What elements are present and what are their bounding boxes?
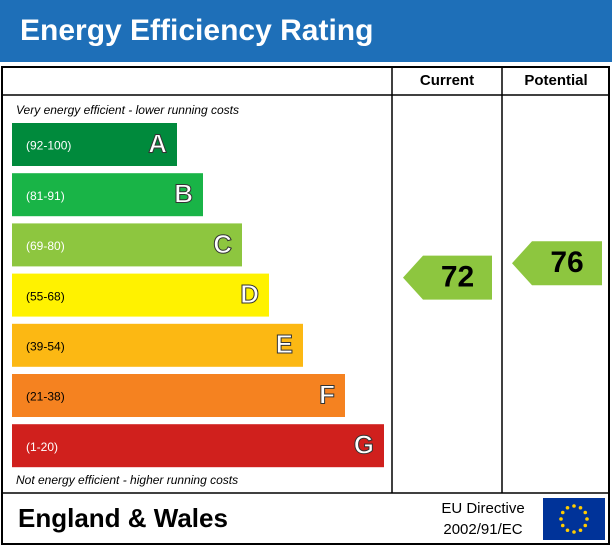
band	[12, 374, 345, 417]
band-letter: A	[148, 128, 167, 158]
band-range: (81-91)	[26, 189, 65, 203]
column-header: Current	[420, 72, 474, 89]
note: Very energy efficient - lower running co…	[16, 103, 239, 117]
band-letter: C	[213, 229, 232, 259]
directive: 2002/91/EC	[443, 521, 522, 538]
note: Not energy efficient - higher running co…	[16, 473, 238, 487]
band-letter: B	[174, 179, 193, 209]
band	[12, 173, 203, 217]
band-range: (92-100)	[26, 139, 71, 153]
star	[583, 510, 588, 515]
title: Energy Efficiency Rating	[20, 14, 373, 47]
star	[583, 523, 588, 528]
frame	[1, 66, 610, 545]
header-bar	[0, 0, 612, 62]
band-range: (21-38)	[26, 390, 65, 404]
band-letter: D	[240, 279, 259, 309]
star	[572, 504, 576, 508]
band	[12, 273, 269, 317]
band-letter: G	[354, 430, 374, 460]
rating-arrow	[512, 241, 602, 286]
band	[12, 123, 177, 166]
band-range: (69-80)	[26, 239, 65, 253]
band-letter: E	[276, 329, 293, 359]
band	[12, 323, 303, 367]
rating-arrow	[403, 255, 492, 300]
star	[578, 505, 583, 510]
star	[565, 505, 570, 510]
band-range: (55-68)	[26, 289, 65, 303]
band	[12, 223, 242, 267]
star	[559, 517, 563, 521]
band-range: (39-54)	[26, 339, 65, 353]
region: England & Wales	[18, 503, 228, 533]
star	[560, 510, 565, 515]
eu-flag	[543, 498, 605, 540]
band-range: (1-20)	[26, 440, 58, 454]
rating-value: 76	[550, 246, 583, 279]
star	[572, 530, 576, 534]
star	[585, 517, 589, 521]
star	[560, 523, 565, 528]
column-header: Potential	[524, 72, 587, 89]
rating-value: 72	[441, 260, 474, 293]
star	[578, 528, 583, 533]
directive: EU Directive	[441, 500, 524, 517]
band	[12, 424, 384, 468]
star	[565, 528, 570, 533]
band-letter: F	[319, 379, 335, 409]
